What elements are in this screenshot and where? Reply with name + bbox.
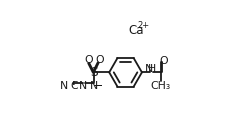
- Text: 2+: 2+: [138, 21, 150, 30]
- Text: −: −: [93, 79, 103, 92]
- Text: H: H: [148, 64, 156, 74]
- Text: O: O: [95, 55, 103, 65]
- Text: N: N: [79, 81, 87, 91]
- Text: N: N: [59, 81, 68, 91]
- Text: Ca: Ca: [128, 24, 144, 37]
- Text: CH₃: CH₃: [151, 81, 171, 91]
- Text: C: C: [70, 81, 78, 91]
- Text: O: O: [84, 55, 93, 65]
- Text: S: S: [90, 66, 98, 79]
- Text: N: N: [145, 64, 153, 74]
- Text: N: N: [90, 81, 98, 91]
- Text: O: O: [160, 56, 168, 66]
